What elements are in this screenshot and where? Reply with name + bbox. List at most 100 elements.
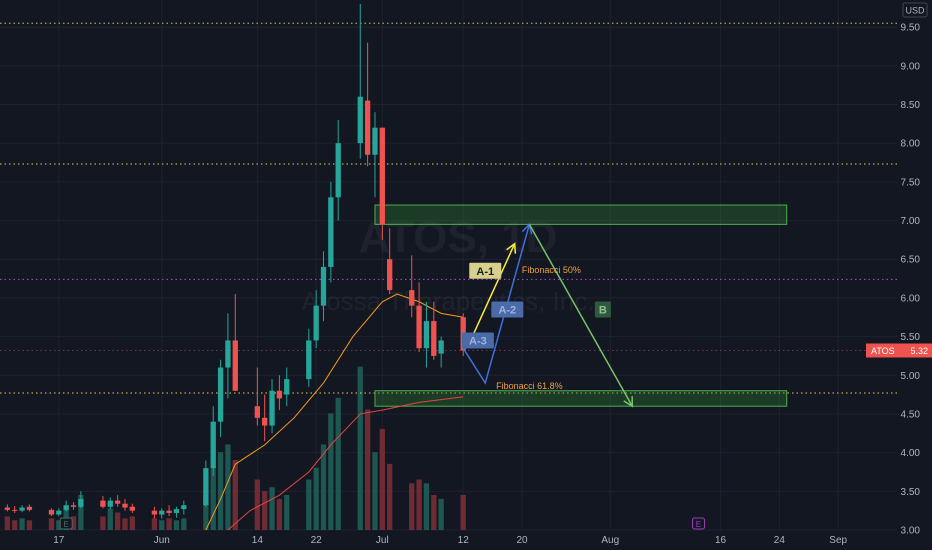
volume-bar: [438, 498, 444, 530]
volume-bar: [4, 516, 10, 530]
candle-body: [328, 197, 334, 267]
volume-bar: [364, 409, 371, 530]
wave-label-bg[interactable]: [461, 332, 494, 349]
candle-body: [364, 100, 371, 155]
volume-bar: [173, 520, 180, 530]
time-tick-label: Aug: [601, 535, 619, 546]
event-marker-bg[interactable]: [59, 517, 73, 530]
candle-body: [372, 127, 378, 155]
candle-body: [159, 510, 165, 515]
price-tick-label: 9.50: [901, 23, 921, 34]
candle-body: [357, 96, 363, 144]
candle-body: [269, 390, 275, 426]
fibonacci-label[interactable]: Fibonacci 50%: [522, 265, 581, 275]
volume-bar: [254, 479, 260, 530]
time-tick-label: 14: [252, 535, 264, 546]
candle-body: [335, 143, 341, 198]
candle-body: [63, 505, 69, 510]
volume-bar: [269, 487, 275, 530]
candle-body: [217, 367, 224, 422]
horizontal-lines[interactable]: [0, 22, 897, 394]
volume-bar: [19, 518, 25, 530]
event-marker[interactable]: E: [696, 520, 701, 529]
wave-label-bg[interactable]: [491, 301, 524, 318]
volume-bar: [78, 495, 84, 530]
drawing-labels[interactable]: A-1 A-2 A-3 B Fibonacci 50% Fibonacci 61.8%: [461, 262, 611, 391]
currency-badge-bg: [902, 2, 928, 18]
volume-bar: [306, 479, 312, 530]
event-marker-bg[interactable]: [691, 517, 705, 530]
event-marker[interactable]: E: [64, 520, 69, 529]
zones[interactable]: [374, 204, 788, 407]
candle-body: [107, 500, 113, 507]
arrow-line[interactable]: [469, 243, 516, 341]
volume-bar: [159, 520, 165, 530]
time-axis[interactable]: 17 Jun 14 22 Jul 12 20 Aug 16 24 Sep: [53, 535, 847, 546]
volume-bar: [122, 518, 128, 530]
candle-body: [203, 468, 209, 506]
arrow-head[interactable]: [506, 242, 517, 254]
volume-bar: [276, 498, 283, 530]
volume-bar: [328, 413, 334, 530]
candle-body: [306, 340, 312, 380]
candle-body: [431, 321, 437, 356]
price-tick-label: 6.00: [901, 293, 921, 304]
time-tick-label: 12: [458, 535, 470, 546]
wave-label[interactable]: A-1: [476, 266, 494, 278]
volume-bar: [357, 366, 363, 530]
price-tick-label: 6.50: [901, 255, 921, 266]
volume-bar: [262, 491, 268, 530]
fibonacci-label[interactable]: Fibonacci 61.8%: [496, 381, 563, 391]
candle-body: [129, 506, 135, 511]
volume-bar: [107, 508, 113, 530]
volume-bar: [416, 479, 422, 530]
volume-bar: [181, 518, 187, 530]
wave-label-bg[interactable]: [469, 262, 502, 279]
moving-average-line: [227, 396, 464, 531]
moving-averages: [205, 293, 464, 531]
time-tick-label: 20: [516, 535, 528, 546]
time-tick-label: Jun: [154, 535, 170, 546]
drawing-arrows[interactable]: [462, 222, 634, 408]
wave-label-bg[interactable]: [594, 301, 611, 318]
arrow-line[interactable]: [462, 224, 531, 385]
volume-bars: [4, 366, 466, 530]
price-tick-label: 7.00: [901, 216, 921, 227]
arrow-head[interactable]: [623, 396, 634, 408]
wave-label[interactable]: A-2: [498, 304, 516, 316]
volume-bar: [320, 444, 327, 530]
time-tick-label: 17: [53, 535, 65, 546]
candle-body: [254, 406, 260, 418]
candle-body: [320, 266, 327, 306]
chart-grid: [0, 0, 897, 531]
last-price-badge: [866, 343, 932, 358]
wave-label[interactable]: A-3: [469, 335, 487, 347]
supply-demand-zone[interactable]: [374, 390, 788, 407]
time-tick-label: Jul: [376, 535, 389, 546]
last-price-value: 5.32: [910, 346, 928, 356]
volume-bar: [379, 428, 385, 530]
volume-bar: [129, 516, 135, 530]
supply-demand-zone[interactable]: [374, 204, 788, 225]
candle-body: [423, 321, 430, 349]
volume-bar: [232, 460, 238, 530]
volume-bar: [372, 452, 378, 530]
volume-bar: [423, 483, 430, 530]
wave-label[interactable]: B: [599, 304, 607, 316]
volume-bar: [100, 516, 106, 530]
volume-bar: [431, 495, 437, 530]
price-axis[interactable]: 3.00 3.50 4.00 4.50 5.00 5.50 6.00 6.50 7.00 7.50…: [866, 23, 932, 537]
price-tick-label: 3.50: [901, 487, 921, 498]
price-tick-label: 4.00: [901, 448, 921, 459]
candle-body: [379, 127, 385, 225]
candle-body: [114, 500, 121, 504]
volume-bar: [26, 520, 33, 530]
candle-body: [232, 340, 238, 391]
arrow-line[interactable]: [528, 224, 633, 407]
candle-body: [313, 305, 319, 341]
candle-body: [122, 503, 128, 508]
volume-bar: [48, 518, 55, 530]
symbol-watermark: ATOS, 1D Atossa Therapeutics, Inc.: [302, 213, 595, 316]
